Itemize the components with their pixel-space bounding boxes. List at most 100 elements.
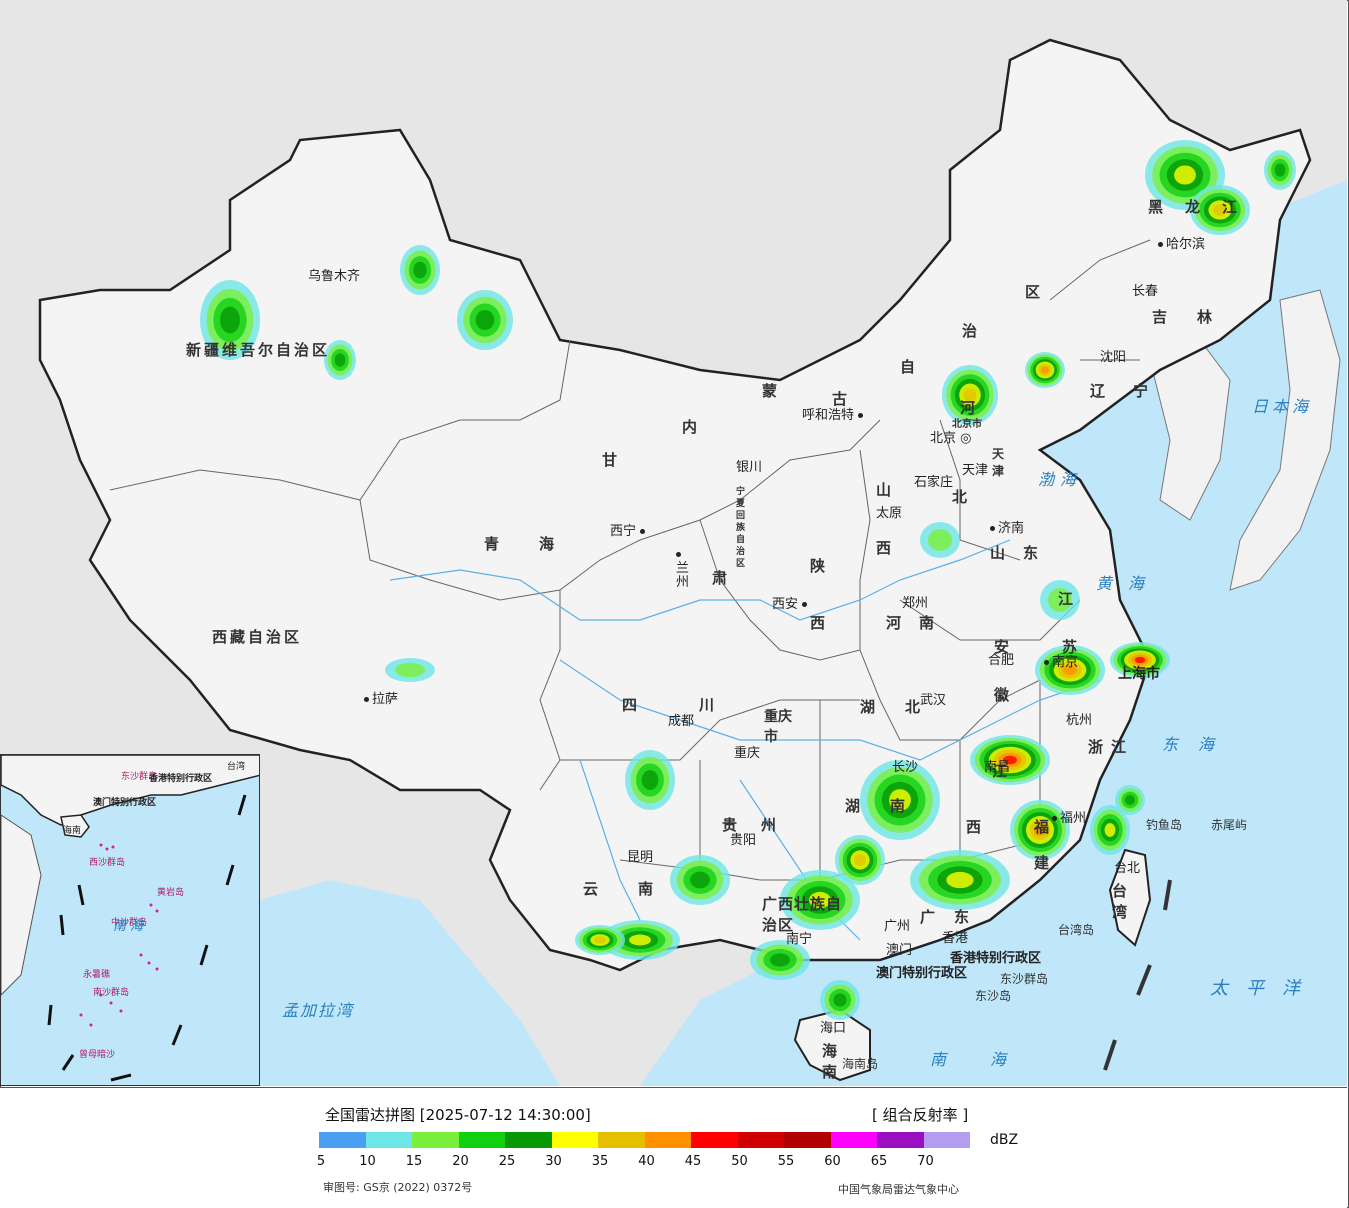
legend-tick-label: 25 bbox=[498, 1154, 516, 1169]
city-dot bbox=[676, 552, 681, 557]
city-nanning[interactable]: 南宁 bbox=[786, 932, 813, 947]
city-xining[interactable]: 西宁 bbox=[610, 525, 648, 539]
legend-tick-label: 60 bbox=[824, 1154, 841, 1169]
inset-label-yongshu: 永暑礁 bbox=[83, 970, 111, 980]
city-nanchang[interactable]: 南昌 bbox=[984, 760, 1011, 775]
city-lanzhou[interactable]: 兰州 bbox=[676, 548, 696, 590]
city-guangzhou[interactable]: 广州 bbox=[884, 919, 911, 934]
city-changchun[interactable]: 长春 bbox=[1132, 284, 1159, 299]
legend-tick-label: 35 bbox=[591, 1154, 609, 1169]
south-china-sea-inset[interactable]: 东沙群岛 西沙群岛 中沙群岛 黄岩岛 南沙群岛 永暑礁 曾母暗沙 香港特别行政区… bbox=[0, 754, 260, 1086]
radar-echo bbox=[854, 854, 866, 866]
province-label-nmg-zi: 自 bbox=[900, 358, 919, 376]
city-guiyang[interactable]: 贵阳 bbox=[730, 833, 757, 848]
inset-canvas bbox=[1, 755, 259, 1082]
sea-bohai: 渤海 bbox=[1038, 470, 1083, 489]
province-label-jiangsu-su: 苏 bbox=[1062, 638, 1081, 656]
province-label-guangdong-dong: 东 bbox=[954, 908, 973, 926]
city-tianjin[interactable]: 天津 bbox=[962, 463, 989, 478]
inset-label-xisha: 西沙群岛 bbox=[89, 858, 126, 868]
city-haikou[interactable]: 海口 bbox=[820, 1021, 847, 1036]
radar-echo bbox=[629, 934, 651, 946]
city-hohhot[interactable]: 呼和浩特 bbox=[802, 409, 866, 423]
city-chengdu[interactable]: 成都 bbox=[668, 714, 695, 729]
province-label-jiangxi-jiang: 江 bbox=[992, 762, 1011, 780]
city-wuhan[interactable]: 武汉 bbox=[920, 693, 947, 708]
inset-label-hk-sar: 香港特别行政区 bbox=[149, 774, 213, 784]
city-jinan[interactable]: 济南 bbox=[990, 522, 1024, 536]
inset-label-hainan: 海南 bbox=[63, 826, 82, 836]
city-changsha[interactable]: 长沙 bbox=[892, 760, 919, 775]
city-yinchuan[interactable]: 银川 bbox=[736, 460, 763, 475]
city-hefei[interactable]: 合肥 bbox=[988, 653, 1015, 668]
city-fuzhou[interactable]: 福州 bbox=[1052, 812, 1086, 826]
province-label-shaanxi-shan: 陕 bbox=[810, 557, 829, 575]
city-hangzhou[interactable]: 杭州 bbox=[1066, 713, 1093, 728]
city-shijiazhuang[interactable]: 石家庄 bbox=[914, 475, 954, 490]
province-label-zhejiang: 浙江 bbox=[1088, 738, 1135, 756]
province-label-guizhou: 贵州 bbox=[722, 816, 801, 834]
legend-swatch bbox=[412, 1132, 459, 1148]
province-label-nmg-qu: 区 bbox=[1025, 283, 1044, 301]
province-label-shaanxi-xi: 西 bbox=[810, 614, 829, 632]
legend-tick-label: 65 bbox=[870, 1154, 888, 1169]
inset-label-nansha: 南沙群岛 bbox=[93, 988, 130, 998]
province-label-jilin: 吉林 bbox=[1152, 308, 1243, 326]
taiwan-island bbox=[1108, 848, 1152, 947]
radar-echo bbox=[946, 871, 974, 889]
sea-nanhai: 南海 bbox=[930, 1050, 1051, 1069]
radar-echo bbox=[770, 953, 790, 967]
city-shenyang[interactable]: 沈阳 bbox=[1100, 350, 1127, 365]
city-shanghai[interactable]: 上海市 bbox=[1118, 666, 1160, 682]
province-label-fujian-fu: 福 bbox=[1034, 818, 1053, 836]
city-hongkong[interactable]: 香港 bbox=[942, 931, 969, 946]
radar-map[interactable]: 新疆维吾尔自治区 西藏自治区 青海 甘 肃 内 蒙 古 自 治 区 黑龙江 吉林… bbox=[0, 0, 1347, 1086]
legend-tick-label: 15 bbox=[405, 1154, 423, 1169]
radar-echo bbox=[833, 993, 847, 1007]
radar-echo bbox=[1134, 656, 1146, 664]
legend-tick-label: 55 bbox=[777, 1154, 795, 1169]
city-dot bbox=[1158, 242, 1163, 247]
city-taiyuan[interactable]: 太原 bbox=[876, 506, 903, 521]
city-xian[interactable]: 西安 bbox=[772, 598, 810, 612]
legend-tick-label: 45 bbox=[684, 1154, 702, 1169]
city-nanjing[interactable]: 南京 bbox=[1044, 656, 1078, 670]
radar-echo bbox=[1125, 795, 1135, 805]
legend-color-bar bbox=[319, 1132, 970, 1148]
city-kunming[interactable]: 昆明 bbox=[627, 850, 654, 865]
city-urumqi[interactable]: 乌鲁木齐 bbox=[308, 269, 361, 284]
radar-echo bbox=[334, 353, 346, 367]
province-label-hunan: 湖南 bbox=[845, 797, 936, 815]
province-label-jiangxi-xi: 西 bbox=[966, 818, 985, 836]
province-label-nmg-meng: 蒙 bbox=[762, 382, 781, 400]
province-label-guangxi: 广西壮族自治区 bbox=[762, 895, 843, 934]
province-label-guangdong-guang: 广 bbox=[920, 908, 939, 926]
province-label-anhui-hui: 徽 bbox=[994, 686, 1013, 704]
radar-echo bbox=[809, 891, 831, 909]
legend-tick-label: 40 bbox=[638, 1154, 655, 1169]
city-zhengzhou[interactable]: 郑州 bbox=[902, 596, 929, 611]
province-label-anhui-an: 安 bbox=[994, 638, 1013, 656]
legend-swatch bbox=[877, 1132, 924, 1148]
city-harbin[interactable]: 哈尔滨 bbox=[1158, 238, 1205, 252]
legend-swatch bbox=[458, 1132, 505, 1148]
sea-donghai: 东海 bbox=[1162, 735, 1235, 754]
city-lhasa[interactable]: 拉萨 bbox=[364, 693, 398, 707]
radar-echo bbox=[1213, 204, 1227, 216]
radar-echo bbox=[1048, 588, 1072, 612]
province-label-nmg-zhi: 治 bbox=[962, 322, 981, 340]
province-label-xizang: 西藏自治区 bbox=[212, 628, 303, 646]
city-beijing[interactable]: 北京 ◎ bbox=[930, 431, 972, 446]
city-dot bbox=[1044, 660, 1049, 665]
radar-echo bbox=[1174, 165, 1196, 185]
sea-pacific: 太平洋 bbox=[1210, 978, 1318, 999]
city-taibei[interactable]: 台北 bbox=[1114, 861, 1141, 876]
city-macau[interactable]: 澳门 bbox=[886, 943, 913, 958]
province-label-taiwan: 台湾 bbox=[1112, 882, 1128, 921]
radar-echo bbox=[928, 529, 952, 551]
province-label-hainan: 海南 bbox=[822, 1042, 856, 1081]
legend-product: [ 组合反射率 ] bbox=[872, 1106, 969, 1124]
legend-swatch bbox=[737, 1132, 784, 1148]
province-label-gansu-su: 肃 bbox=[712, 569, 731, 587]
city-chongqing[interactable]: 重庆 bbox=[734, 746, 761, 761]
